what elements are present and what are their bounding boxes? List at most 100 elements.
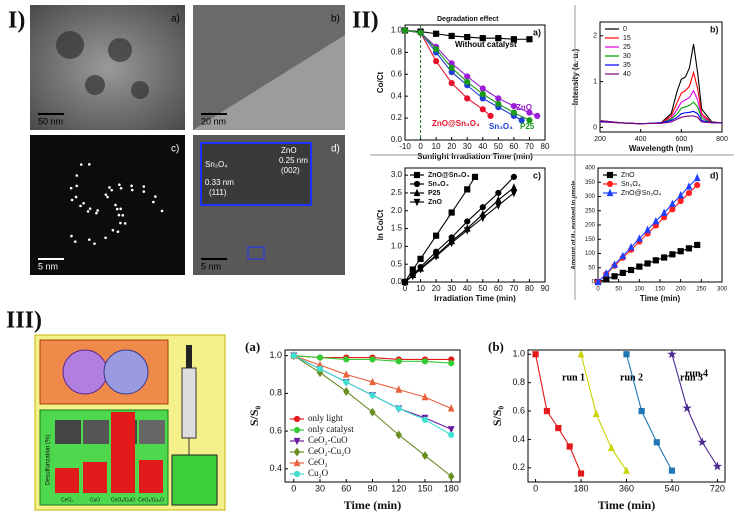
point [464, 95, 471, 102]
scale-label: 5 nm [201, 261, 221, 271]
schematic [34, 334, 226, 511]
diffraction-spot [87, 163, 91, 166]
point [413, 188, 421, 197]
legend-label: Sn₃O₄ [428, 181, 449, 188]
x-tick-label: 50 [478, 284, 487, 293]
scale-label: 50 nm [38, 116, 63, 126]
point [448, 64, 455, 71]
point [448, 431, 455, 438]
sem-image [139, 420, 165, 444]
diffraction-spot [104, 236, 107, 240]
point [660, 208, 668, 216]
x-axis-label: Sunlight Irradiation Time (min) [417, 152, 533, 161]
point [566, 443, 573, 450]
point [421, 416, 429, 423]
chart: -10 0 10 20 30 40 50 60 70 80 0.0 0.2 0.4 0.6 0.8 1.0 Su… [376, 16, 550, 161]
x-tick-label: 180 [574, 483, 589, 493]
y-tick-label: 300 [585, 194, 596, 200]
series-label: ZnO [516, 103, 532, 112]
y-tick-label: 1.0 [269, 350, 282, 360]
series-label: run 1 [562, 372, 585, 383]
x-tick-label: 50 [494, 142, 503, 151]
x-tick-label: 120 [391, 483, 406, 493]
x-tick-label: 400 [635, 136, 647, 143]
y-tick-label: 2.5 [391, 188, 403, 197]
point [464, 218, 471, 225]
point [510, 109, 517, 116]
series-line [671, 354, 718, 467]
section-label: II) [352, 8, 379, 34]
point [401, 27, 409, 34]
panel-label: d) [331, 144, 340, 155]
series-line [404, 29, 538, 117]
panel-label: d) [710, 170, 719, 180]
point [606, 171, 614, 179]
x-tick-label: 360 [619, 483, 634, 493]
series-label: run 4 [685, 368, 708, 379]
x-tick-label: 70 [525, 142, 534, 151]
diffraction-spot [88, 238, 91, 241]
y-tick-label: 1.0 [391, 241, 403, 250]
x-tick-label: 0 [418, 142, 423, 151]
series-line [599, 70, 722, 125]
series-line [599, 115, 722, 125]
point [448, 32, 455, 40]
y-tick-label: 0.5 [391, 259, 403, 268]
point [447, 426, 455, 434]
x-tick-label: 0 [403, 284, 408, 293]
y-axis-label: ln Co/Ct [376, 209, 385, 240]
diffraction-spot [108, 186, 111, 189]
point [293, 426, 301, 434]
point [495, 35, 502, 42]
inset-locator [247, 246, 265, 260]
chart: 0 30 60 90 120 150 180 0.4 0.6 0.8 1.0 Time (min) S/… [245, 339, 461, 512]
legend-label: CeO₂-Cu₂O [308, 446, 351, 456]
y-tick-label: 0.6 [391, 69, 403, 78]
point [669, 251, 676, 258]
point [510, 183, 518, 191]
legend-label: 30 [623, 53, 631, 60]
diffraction-spot [119, 221, 122, 225]
sem-image [83, 420, 109, 444]
bar-shape [55, 468, 79, 493]
point [417, 29, 424, 36]
point [543, 407, 551, 415]
x-axis-label: Wavelength (nm) [629, 144, 693, 153]
y-tick-label: 100 [585, 251, 596, 257]
panel-label: b) [331, 14, 340, 25]
point [495, 100, 502, 107]
x-tick-label: 80 [541, 142, 550, 151]
point [607, 443, 615, 452]
point [479, 90, 486, 98]
diffraction-spot [116, 230, 120, 234]
point [448, 239, 456, 248]
y-tick-label: 0.4 [269, 463, 282, 473]
y-tick-label: 0.2 [512, 462, 525, 472]
point [448, 209, 455, 216]
diffraction-spot [152, 200, 155, 204]
inset-label: Sn₃O₄ [205, 160, 228, 169]
point [555, 424, 562, 432]
point [343, 378, 350, 386]
legend-label: only catalyst [308, 424, 354, 434]
panel-label: c) [533, 170, 541, 180]
x-tick-label: 90 [541, 284, 550, 293]
point [682, 403, 692, 413]
point [433, 58, 440, 65]
point [652, 216, 660, 225]
chart: 0 50 100 150 200 250 300 0 50 100 150 200 250 300 350 4… [572, 166, 728, 304]
y-tick-label: 200 [585, 223, 596, 229]
point [433, 45, 440, 53]
y-tick-label: 1.5 [391, 224, 403, 233]
bar-shape [83, 462, 107, 493]
diffraction-spot [119, 186, 123, 190]
diffraction-spot [79, 163, 83, 166]
point [479, 204, 486, 211]
schematic-bar-label: CeO₂/CuO [111, 497, 135, 503]
scale-label: 5 nm [38, 261, 58, 271]
point [413, 180, 421, 188]
point [421, 392, 429, 401]
point [627, 266, 635, 274]
point [510, 173, 517, 181]
panel-label: (a) [245, 339, 260, 354]
